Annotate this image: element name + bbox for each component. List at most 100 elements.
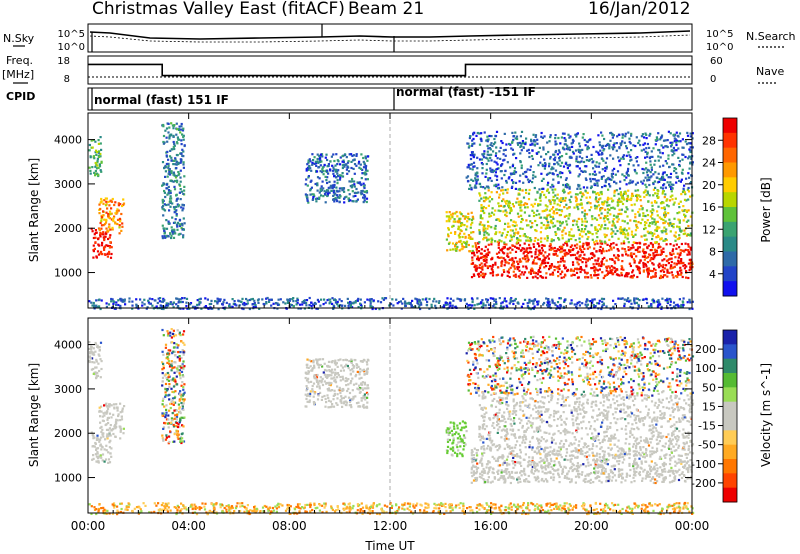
heatmap-cell xyxy=(339,156,342,159)
heatmap-cell xyxy=(109,234,112,237)
heatmap-cell xyxy=(508,275,511,279)
heatmap-cell xyxy=(654,201,657,204)
heatmap-cell xyxy=(175,375,178,378)
heatmap-cell xyxy=(497,246,500,249)
heatmap-cell xyxy=(112,302,115,305)
heatmap-cell xyxy=(688,155,691,158)
heatmap-cell xyxy=(684,140,687,143)
heatmap-cell xyxy=(563,249,567,252)
heatmap-cell xyxy=(181,349,184,352)
heatmap-cell xyxy=(100,227,103,230)
heatmap-cell xyxy=(164,306,167,309)
heatmap-cell xyxy=(112,300,115,303)
heatmap-cell xyxy=(680,271,683,274)
heatmap-cell xyxy=(577,160,580,163)
heatmap-cell xyxy=(481,153,484,156)
heatmap-cell xyxy=(671,224,674,227)
heatmap-cell xyxy=(470,188,473,191)
heatmap-cell xyxy=(316,298,319,301)
heatmap-cell xyxy=(495,185,498,188)
heatmap-cell xyxy=(481,265,484,268)
heatmap-cell xyxy=(349,304,353,307)
heatmap-cell xyxy=(308,165,311,168)
heatmap-cell xyxy=(596,236,599,239)
heatmap-cell xyxy=(514,250,518,253)
heatmap-cell xyxy=(541,163,544,166)
heatmap-cell xyxy=(520,217,524,221)
heatmap-cell xyxy=(539,231,542,234)
heatmap-cell xyxy=(474,177,477,180)
heatmap-cell xyxy=(165,418,169,421)
heatmap-cell xyxy=(617,249,620,252)
heatmap-cell xyxy=(509,298,512,301)
heatmap-cell xyxy=(672,301,676,304)
heatmap-cell xyxy=(471,300,474,304)
heatmap-cell xyxy=(101,453,105,456)
heatmap-cell xyxy=(160,307,164,310)
heatmap-cell xyxy=(301,303,304,306)
heatmap-cell xyxy=(548,245,551,248)
heatmap-cell xyxy=(110,455,113,458)
heatmap-cell xyxy=(565,214,568,217)
heatmap-cell xyxy=(665,232,668,235)
heatmap-cell xyxy=(354,300,357,303)
heatmap-cell xyxy=(516,197,519,200)
heatmap-cell xyxy=(92,347,95,350)
heatmap-cell xyxy=(360,192,363,195)
heatmap-cell xyxy=(490,135,493,138)
heatmap-cell xyxy=(276,307,279,310)
heatmap-cell xyxy=(95,438,98,441)
heatmap-cell xyxy=(662,263,665,267)
heatmap-cell xyxy=(652,275,655,278)
heatmap-cell xyxy=(89,172,92,175)
heatmap-cell xyxy=(319,160,322,164)
heatmap-cell xyxy=(176,128,179,131)
heatmap-cell xyxy=(251,297,254,301)
heatmap-cell xyxy=(170,234,173,237)
heatmap-cell xyxy=(342,187,345,190)
heatmap-cell xyxy=(164,422,167,425)
heatmap-cell xyxy=(494,224,497,228)
heatmap-cell xyxy=(539,196,542,199)
heatmap-cell xyxy=(358,181,362,184)
heatmap-cell xyxy=(548,171,551,174)
heatmap-cell xyxy=(653,220,656,223)
heatmap-cell xyxy=(91,304,94,307)
heatmap-cell xyxy=(331,184,335,187)
heatmap-cell xyxy=(114,427,117,430)
heatmap-cell xyxy=(307,168,310,171)
heatmap-cell xyxy=(182,400,185,403)
heatmap-cell xyxy=(172,140,175,144)
heatmap-cell xyxy=(479,274,483,277)
heatmap-cell xyxy=(471,252,474,255)
heatmap-cell xyxy=(543,193,546,196)
heatmap-cell xyxy=(115,418,118,421)
heatmap-cell xyxy=(660,264,663,267)
nave-tick-top: 60 xyxy=(710,56,723,67)
heatmap-cell xyxy=(637,303,640,306)
heatmap-cell xyxy=(173,185,176,188)
heatmap-cell xyxy=(624,132,627,135)
heatmap-cell xyxy=(625,154,628,157)
heatmap-cell xyxy=(99,426,102,430)
heatmap-cell xyxy=(167,203,170,206)
heatmap-cell xyxy=(529,271,532,274)
heatmap-cell xyxy=(100,148,103,151)
heatmap-cell xyxy=(664,220,667,223)
heatmap-cell xyxy=(182,375,185,378)
heatmap-cell xyxy=(640,204,643,208)
heatmap-cell xyxy=(542,146,545,149)
heatmap-cell xyxy=(547,181,550,184)
heatmap-cell xyxy=(553,212,556,215)
heatmap-cell xyxy=(522,273,525,276)
heatmap-cell xyxy=(636,248,639,252)
heatmap-cell xyxy=(445,238,448,241)
heatmap-cell xyxy=(469,237,472,240)
heatmap-cell xyxy=(526,149,529,152)
heatmap-cell xyxy=(534,272,537,275)
heatmap-cell xyxy=(613,191,616,194)
heatmap-cell xyxy=(109,228,112,231)
heatmap-cell xyxy=(506,188,509,191)
heatmap-cell xyxy=(623,191,626,194)
heatmap-cell xyxy=(109,199,112,202)
